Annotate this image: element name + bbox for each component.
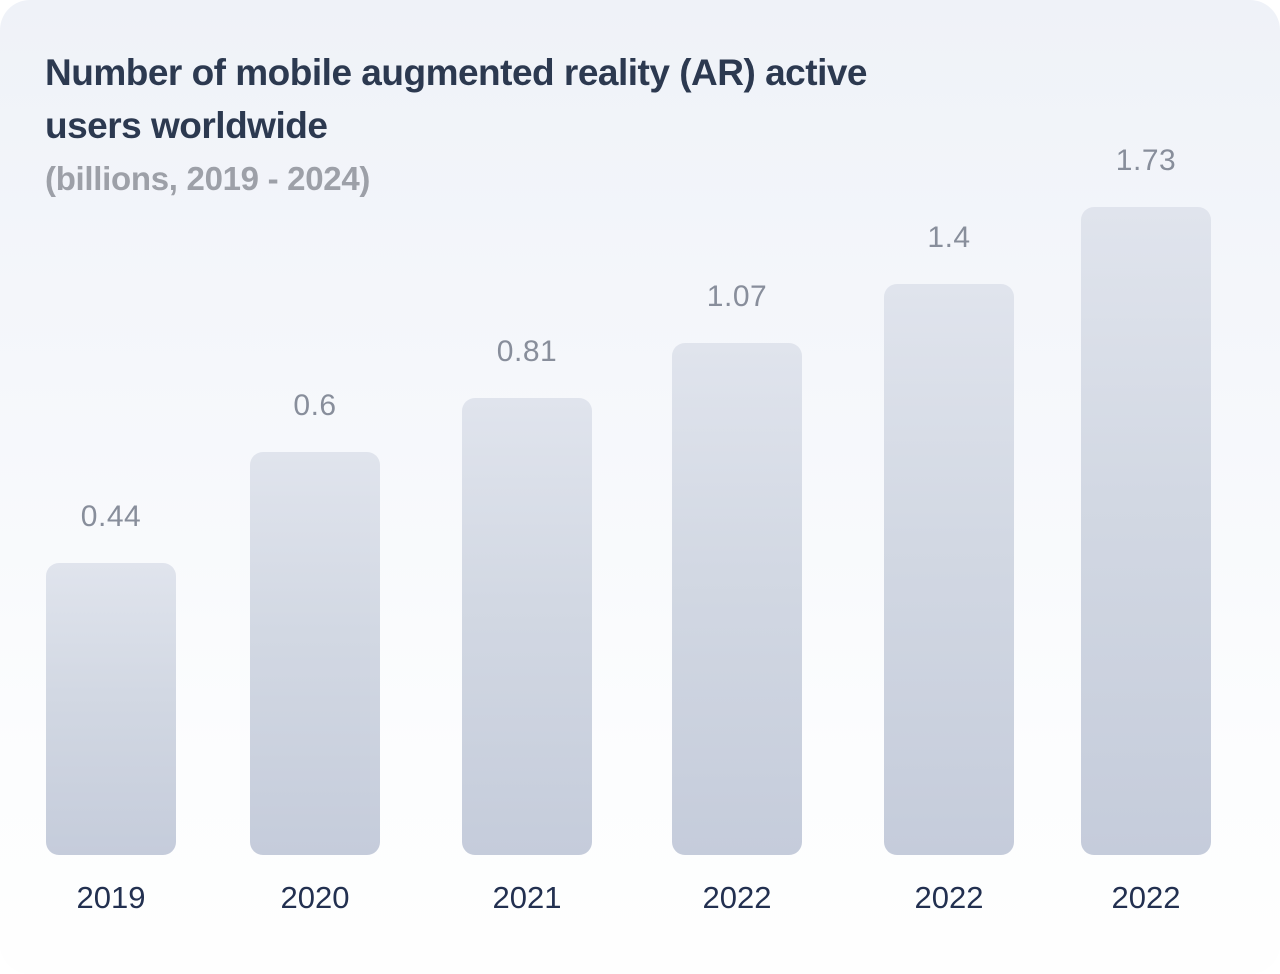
x-axis-label: 2021 — [492, 880, 562, 915]
x-axis-label: 2022 — [914, 880, 984, 915]
bar-2022-3 — [672, 343, 802, 855]
bar-value-label: 0.6 — [293, 389, 337, 422]
bar-2021-2 — [462, 398, 592, 855]
chart-title-line-1: Number of mobile augmented reality (AR) … — [45, 52, 868, 93]
bar-value-label: 0.81 — [496, 335, 558, 368]
x-axis-label: 2022 — [1111, 880, 1181, 915]
bar-value-label: 1.07 — [706, 280, 768, 313]
chart-title-line-2: users worldwide — [45, 105, 328, 146]
x-axis-label: 2022 — [702, 880, 772, 915]
chart-subtitle: (billions, 2019 - 2024) — [45, 160, 371, 197]
x-axis-label: 2019 — [76, 880, 146, 915]
chart-header: Number of mobile augmented reality (AR) … — [45, 46, 1145, 200]
bar-value-label: 1.4 — [927, 221, 971, 254]
bar-2019-0 — [46, 563, 176, 855]
chart-title: Number of mobile augmented reality (AR) … — [45, 46, 1145, 152]
bar-value-label: 0.44 — [80, 500, 142, 533]
bar-2022-5 — [1081, 207, 1211, 855]
bar-2020-1 — [250, 452, 380, 855]
bar-value-label: 1.73 — [1115, 144, 1177, 177]
bar-2022-4 — [884, 284, 1014, 855]
x-axis-label: 2020 — [280, 880, 350, 915]
